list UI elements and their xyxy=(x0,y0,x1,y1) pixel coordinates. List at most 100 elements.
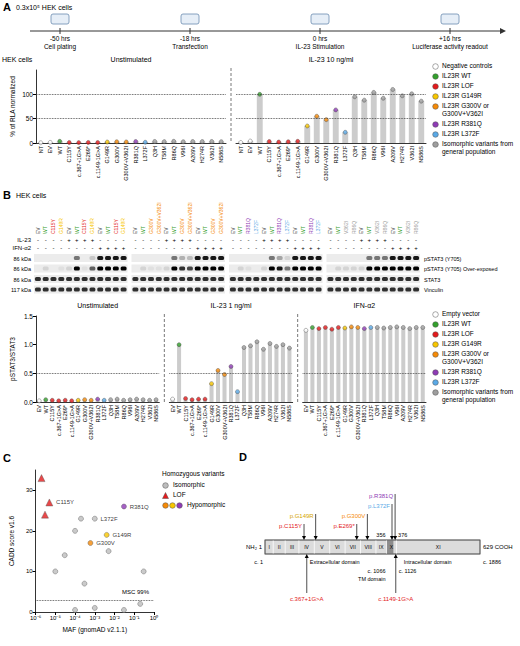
svg-text:+: + xyxy=(106,245,110,251)
svg-text:-: - xyxy=(318,237,320,243)
svg-text:V362I: V362I xyxy=(343,221,349,234)
svg-text:p.R381Q: p.R381Q xyxy=(369,493,393,499)
svg-text:-: - xyxy=(286,245,288,251)
svg-text:-: - xyxy=(134,237,136,243)
svg-text:C115Y: C115Y xyxy=(66,146,72,163)
svg-text:IX: IX xyxy=(379,544,384,550)
svg-text:R381Q: R381Q xyxy=(276,218,282,234)
svg-text:+: + xyxy=(293,245,297,251)
svg-text:E269*: E269* xyxy=(285,145,291,161)
svg-text:V362I: V362I xyxy=(413,405,419,420)
svg-text:R381Q: R381Q xyxy=(133,145,139,163)
svg-text:WT: WT xyxy=(176,404,182,413)
svg-text:117 kDa: 117 kDa xyxy=(11,287,32,293)
svg-text:G149R: G149R xyxy=(89,218,95,234)
svg-text:c. 1886: c. 1886 xyxy=(483,559,501,565)
svg-text:Extracellular domain: Extracellular domain xyxy=(310,559,360,565)
svg-text:G300V: G300V xyxy=(82,405,88,422)
svg-text:pSTAT3 (Y705): pSTAT3 (Y705) xyxy=(424,256,462,262)
svg-text:NH₂ 1: NH₂ 1 xyxy=(246,544,263,550)
svg-text:R381Q: R381Q xyxy=(333,145,339,163)
svg-text:c.1149-1G>A: c.1149-1G>A xyxy=(69,405,75,437)
svg-text:V362I: V362I xyxy=(147,405,153,420)
svg-text:L372F: L372F xyxy=(101,404,107,420)
svg-text:-: - xyxy=(60,245,62,251)
svg-text:G300V+V362I: G300V+V362I xyxy=(218,202,224,234)
svg-text:+: + xyxy=(67,237,71,243)
svg-text:TM domain: TM domain xyxy=(358,576,386,582)
svg-text:VI: VI xyxy=(335,544,340,550)
svg-text:c.1149-1G>A: c.1149-1G>A xyxy=(202,405,208,437)
svg-text:NT: NT xyxy=(38,145,44,153)
svg-text:L372F: L372F xyxy=(101,516,118,522)
svg-text:-: - xyxy=(353,245,355,251)
svg-text:N586S: N586S xyxy=(218,146,224,163)
svg-text:R381Q: R381Q xyxy=(95,404,101,422)
svg-text:-: - xyxy=(392,237,394,243)
svg-text:R381Q: R381Q xyxy=(245,218,251,234)
svg-text:+: + xyxy=(262,237,266,243)
svg-text:-: - xyxy=(310,237,312,243)
svg-text:+: + xyxy=(114,245,118,251)
svg-text:Q3H: Q3H xyxy=(152,146,158,157)
svg-text:EV: EV xyxy=(36,405,42,413)
svg-text:G300V: G300V xyxy=(114,146,120,163)
svg-text:+: + xyxy=(383,237,387,243)
svg-text:WT: WT xyxy=(269,226,275,234)
svg-text:H274R: H274R xyxy=(273,405,279,422)
svg-text:-: - xyxy=(45,237,47,243)
svg-text:H274R: H274R xyxy=(399,146,405,163)
svg-text:STAT3: STAT3 xyxy=(424,277,440,283)
svg-text:I: I xyxy=(268,544,269,550)
svg-text:-: - xyxy=(271,245,273,251)
svg-text:Q3H: Q3H xyxy=(241,405,247,416)
svg-text:+: + xyxy=(286,237,290,243)
svg-text:86 kDa: 86 kDa xyxy=(14,266,32,272)
svg-text:10⁻⁶: 10⁻⁶ xyxy=(30,615,42,621)
svg-text:G300V+V362I: G300V+V362I xyxy=(222,405,228,440)
svg-text:-: - xyxy=(84,245,86,251)
svg-text:N586S: N586S xyxy=(286,405,292,422)
svg-text:-: - xyxy=(45,245,47,251)
svg-text:-: - xyxy=(134,245,136,251)
svg-text:-: - xyxy=(240,237,242,243)
svg-text:WT: WT xyxy=(257,145,263,154)
svg-text:IFN-α2: IFN-α2 xyxy=(13,245,32,251)
svg-text:10⁰: 10⁰ xyxy=(150,614,159,621)
svg-text:+: + xyxy=(391,245,395,251)
svg-text:EV: EV xyxy=(303,405,309,413)
svg-text:-: - xyxy=(361,245,363,251)
svg-text:-: - xyxy=(376,245,378,251)
svg-text:10: 10 xyxy=(26,568,33,574)
svg-text:-: - xyxy=(263,245,265,251)
svg-text:G300V+V362I: G300V+V362I xyxy=(323,146,329,181)
svg-text:-: - xyxy=(247,237,249,243)
svg-text:c.367+1G>A: c.367+1G>A xyxy=(76,146,82,177)
svg-text:EV: EV xyxy=(170,405,176,413)
svg-text:IL-23 10 ng/ml: IL-23 10 ng/ml xyxy=(309,56,354,64)
svg-text:c. 1: c. 1 xyxy=(254,559,263,565)
svg-text:-50 hrs: -50 hrs xyxy=(50,35,71,42)
svg-text:WT: WT xyxy=(397,226,403,234)
svg-text:EV: EV xyxy=(195,227,201,234)
svg-text:+: + xyxy=(122,245,126,251)
svg-text:376: 376 xyxy=(398,532,407,538)
svg-text:1.5: 1.5 xyxy=(24,313,33,320)
svg-text:c.367+1G>A: c.367+1G>A xyxy=(56,405,62,436)
svg-text:+: + xyxy=(278,237,282,243)
svg-text:EV: EV xyxy=(261,227,267,234)
svg-text:A: A xyxy=(3,1,11,13)
svg-text:N586S: N586S xyxy=(420,405,426,422)
svg-text:c.1149-1G>A: c.1149-1G>A xyxy=(95,146,101,178)
svg-text:1.0: 1.0 xyxy=(24,341,33,348)
svg-text:Intracellular domain: Intracellular domain xyxy=(404,559,452,565)
svg-text:N586S: N586S xyxy=(153,405,159,422)
svg-text:EV: EV xyxy=(358,227,364,234)
svg-text:E269*: E269* xyxy=(196,404,202,420)
svg-text:c. 1126: c. 1126 xyxy=(399,568,417,574)
svg-text:G149R: G149R xyxy=(112,532,132,538)
svg-text:c.1149-1G>A: c.1149-1G>A xyxy=(335,405,341,437)
svg-text:R381Q: R381Q xyxy=(130,504,149,510)
svg-text:Unstimulated: Unstimulated xyxy=(111,56,152,63)
svg-text:-: - xyxy=(368,245,370,251)
